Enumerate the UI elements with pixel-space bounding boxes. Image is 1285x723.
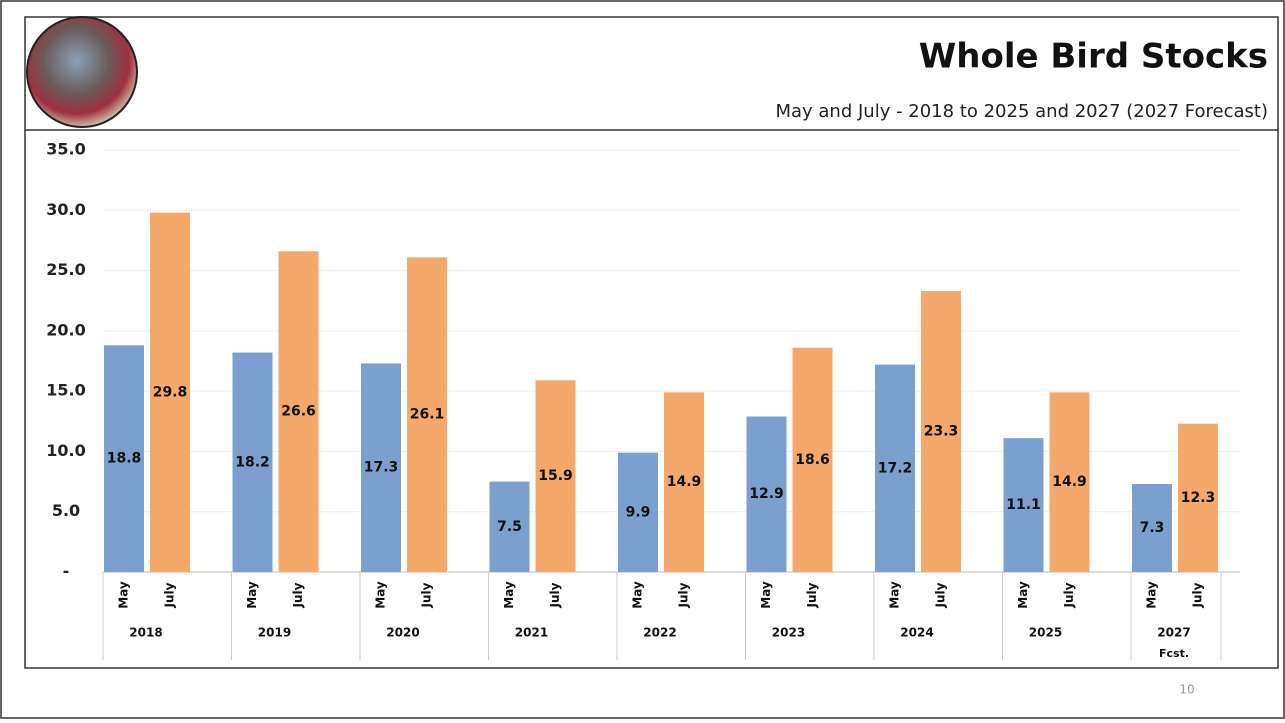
bar <box>746 416 787 572</box>
bar <box>618 452 658 572</box>
y-tick-label: 35.0 <box>46 140 85 159</box>
series-label: July <box>163 582 177 608</box>
series-label: May <box>117 581 131 609</box>
series-label: May <box>1016 581 1030 609</box>
bar <box>792 347 833 572</box>
bar <box>875 364 915 572</box>
category-label: 2023 <box>772 626 805 640</box>
series-label: July <box>934 582 948 608</box>
page-number: 10 <box>1179 683 1194 697</box>
bar <box>1003 438 1044 572</box>
data-label: 18.8 <box>107 451 142 467</box>
data-label: 29.8 <box>153 384 188 400</box>
bar <box>361 363 401 572</box>
data-label: 11.1 <box>1006 497 1041 513</box>
data-label: 18.6 <box>795 452 830 468</box>
series-label: May <box>888 581 902 609</box>
series-label: July <box>291 582 305 608</box>
data-label: 7.3 <box>1140 520 1165 536</box>
bar <box>278 251 319 572</box>
series-label: July <box>420 582 434 608</box>
bar <box>535 380 576 572</box>
bar <box>489 481 530 572</box>
data-label: 17.3 <box>364 460 399 476</box>
bar <box>664 392 704 572</box>
series-label: May <box>759 581 773 609</box>
y-tick-label: 20.0 <box>46 320 85 339</box>
series-label: July <box>1191 582 1205 608</box>
data-label: 9.9 <box>626 504 651 520</box>
category-label: 2020 <box>386 626 419 640</box>
data-label: 23.3 <box>924 424 959 440</box>
bar <box>407 257 447 572</box>
series-label: May <box>1145 581 1159 609</box>
category-label: 2019 <box>258 626 291 640</box>
bar <box>921 291 961 572</box>
category-label: 2027 <box>1157 626 1190 640</box>
data-label: 26.1 <box>410 407 445 423</box>
data-label: 14.9 <box>1052 474 1087 490</box>
series-label: May <box>245 581 259 609</box>
category-label: 2024 <box>900 626 933 640</box>
y-tick-label: 25.0 <box>46 260 85 279</box>
data-label: 17.2 <box>878 460 913 476</box>
chart-frame <box>24 16 1279 669</box>
bar <box>104 345 144 572</box>
bar <box>150 212 190 572</box>
series-label: July <box>1062 582 1076 608</box>
y-tick-label: 15.0 <box>46 381 85 400</box>
data-label: 15.9 <box>538 468 573 484</box>
chart-title: Whole Bird Stocks <box>919 37 1268 77</box>
chart-subtitle: May and July - 2018 to 2025 and 2027 (20… <box>775 101 1268 122</box>
bar <box>1049 392 1090 572</box>
series-label: July <box>805 582 819 608</box>
bar <box>1178 423 1218 572</box>
data-label: 12.9 <box>749 486 784 502</box>
category-label: 2025 <box>1029 626 1062 640</box>
bar <box>232 352 273 572</box>
data-label: 26.6 <box>281 404 316 420</box>
data-label: 7.5 <box>497 519 522 535</box>
series-label: May <box>631 581 645 609</box>
forecast-note: Fcst. <box>1159 647 1189 660</box>
series-label: May <box>374 581 388 609</box>
series-label: July <box>677 582 691 608</box>
y-tick-label: 30.0 <box>46 200 85 219</box>
category-label: 2021 <box>515 626 548 640</box>
category-label: 2022 <box>643 626 676 640</box>
data-label: 14.9 <box>667 474 702 490</box>
y-tick-label: - <box>63 562 70 581</box>
category-label: 2018 <box>129 626 162 640</box>
data-label: 12.3 <box>1181 490 1216 506</box>
y-tick-label: 10.0 <box>46 441 85 460</box>
bar <box>1132 483 1172 572</box>
turkey-photo <box>26 16 138 128</box>
series-label: May <box>502 581 516 609</box>
series-label: July <box>548 582 562 608</box>
data-label: 18.2 <box>235 454 270 470</box>
y-tick-label: 5.0 <box>52 501 80 520</box>
